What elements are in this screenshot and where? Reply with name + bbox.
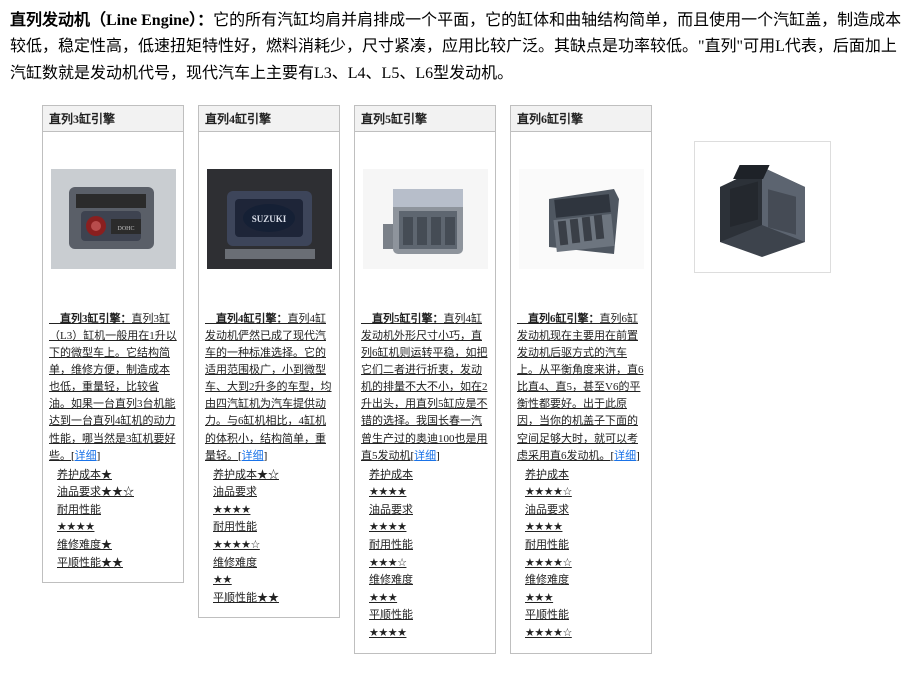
rating-stars: ★★★★☆ (213, 537, 333, 555)
rating-stars: ★★★★☆ (525, 484, 645, 502)
ratings-l3: 养护成本★ 油品要求★★☆ 耐用性能 ★★★★ 维修难度★ 平顺性能★★ (49, 467, 177, 573)
engine-cards: 直列3缸引擎 DOHC 直列3缸引擎：直列3缸（L3）缸机一般用在1升以下的微型… (42, 105, 920, 653)
rating-row: 油品要求 (213, 484, 333, 502)
rating-stars: ★★★ (369, 590, 489, 608)
intro: 直列发动机（Line Engine）：它的所有汽缸均肩并肩排成一个平面，它的缸体… (0, 0, 920, 105)
rb: ] (97, 450, 101, 462)
rating-stars: ★★ (213, 572, 333, 590)
rb: ] (636, 450, 640, 462)
card-header-l5: 直列5缸引擎 (355, 106, 495, 132)
desc-title-l5: 直列5缸引擎： (372, 313, 444, 325)
card-body-l6: 直列6缸引擎：直列6缸发动机现在主要用在前置发动机后驱方式的汽车上。从平衡角度来… (511, 305, 651, 652)
engine-image-l6 (511, 132, 651, 305)
rating-row: 平顺性能★★ (213, 590, 333, 608)
desc-l5: 直列4缸发动机外形尺寸小巧，直列6缸机则运转平稳，如把它们二者进行折衷，发动机的… (361, 313, 488, 461)
card-body-l4: 直列4缸引擎：直列4缸发动机俨然已成了现代汽车的一种标准选择。它的适用范围极广，… (199, 305, 339, 617)
rating-row: 平顺性能★★ (57, 555, 177, 573)
rating-stars: ★★★ (525, 590, 645, 608)
ratings-l6: 养护成本 ★★★★☆ 油品要求 ★★★★ 耐用性能 ★★★★☆ 维修难度 ★★★… (517, 467, 645, 643)
engine-card-l6: 直列6缸引擎 直列6缸引擎：直列6缸发动机现在主要用在前置发动机后驱方式的汽车上… (510, 105, 652, 653)
rating-stars: ★★★★☆ (525, 625, 645, 643)
svg-text:DOHC: DOHC (117, 226, 134, 232)
detail-link-l4[interactable]: 详细 (242, 450, 264, 462)
rating-row: 油品要求 (369, 502, 489, 520)
engine-card-l4: 直列4缸引擎 SUZUKI 直列4缸引擎：直列4缸发动机俨然已成了现代汽车的一种… (198, 105, 340, 618)
card-header-l4: 直列4缸引擎 (199, 106, 339, 132)
desc-l6: 直列6缸发动机现在主要用在前置发动机后驱方式的汽车上。从平衡角度来讲，直6比直4… (517, 313, 644, 461)
engine-image-l5 (355, 132, 495, 305)
detail-link-l3[interactable]: 详细 (75, 450, 97, 462)
detail-link-l6[interactable]: 详细 (614, 450, 636, 462)
rb: ] (264, 450, 268, 462)
ratings-l4: 养护成本★☆ 油品要求 ★★★★ 耐用性能 ★★★★☆ 维修难度 ★★ 平顺性能… (205, 467, 333, 608)
rb: ] (436, 450, 440, 462)
rating-stars: ★★★★ (57, 519, 177, 537)
rating-stars: ★★★★☆ (525, 555, 645, 573)
rating-row: 维修难度 (369, 572, 489, 590)
rating-stars: ★★★★ (369, 484, 489, 502)
desc-l3: 直列3缸（L3）缸机一般用在1升以下的微型车上。它结构简单，维修方便，制造成本也… (49, 313, 177, 461)
rating-stars: ★★★★ (525, 519, 645, 537)
card-body-l5: 直列5缸引擎：直列4缸发动机外形尺寸小巧，直列6缸机则运转平稳，如把它们二者进行… (355, 305, 495, 652)
rating-row: 平顺性能 (525, 607, 645, 625)
rating-row: 平顺性能 (369, 607, 489, 625)
card-body-l3: 直列3缸引擎：直列3缸（L3）缸机一般用在1升以下的微型车上。它结构简单，维修方… (43, 305, 183, 582)
rating-stars: ★★★★ (213, 502, 333, 520)
rating-stars: ★★★★ (369, 519, 489, 537)
rating-stars: ★★★☆ (369, 555, 489, 573)
desc-title-l4: 直列4缸引擎： (216, 313, 288, 325)
intro-title: 直列发动机（Line Engine）： (10, 12, 213, 29)
card-header-l6: 直列6缸引擎 (511, 106, 651, 132)
rating-row: 养护成本 (525, 467, 645, 485)
side-engine-image (694, 141, 831, 273)
ind (517, 313, 528, 325)
card-header-l3: 直列3缸引擎 (43, 106, 183, 132)
rating-row: 耐用性能 (525, 537, 645, 555)
engine-card-l5: 直列5缸引擎 直列5缸引擎：直列4缸发动机外形尺寸小巧，直列6缸机则运转平稳，如… (354, 105, 496, 653)
desc-title-l6: 直列6缸引擎： (528, 313, 600, 325)
rating-row: 养护成本★ (57, 467, 177, 485)
rating-row: 维修难度★ (57, 537, 177, 555)
rating-row: 油品要求 (525, 502, 645, 520)
rating-row: 养护成本★☆ (213, 467, 333, 485)
rating-row: 维修难度 (525, 572, 645, 590)
rating-row: 耐用性能 (213, 519, 333, 537)
engine-image-l3: DOHC (43, 132, 183, 305)
ind (361, 313, 372, 325)
rating-row: 维修难度 (213, 555, 333, 573)
svg-text:SUZUKI: SUZUKI (251, 214, 286, 224)
desc-title-l3: 直列3缸引擎： (60, 313, 132, 325)
engine-image-l4: SUZUKI (199, 132, 339, 305)
rating-row: 养护成本 (369, 467, 489, 485)
rating-stars: ★★★★ (369, 625, 489, 643)
ind (49, 313, 60, 325)
detail-link-l5[interactable]: 详细 (414, 450, 436, 462)
ratings-l5: 养护成本 ★★★★ 油品要求 ★★★★ 耐用性能 ★★★☆ 维修难度 ★★★ 平… (361, 467, 489, 643)
rating-row: 油品要求★★☆ (57, 484, 177, 502)
ind (205, 313, 216, 325)
desc-l4: 直列4缸发动机俨然已成了现代汽车的一种标准选择。它的适用范围极广，小到微型车、大… (205, 313, 332, 461)
rating-row: 耐用性能 (57, 502, 177, 520)
engine-card-l3: 直列3缸引擎 DOHC 直列3缸引擎：直列3缸（L3）缸机一般用在1升以下的微型… (42, 105, 184, 583)
rating-row: 耐用性能 (369, 537, 489, 555)
